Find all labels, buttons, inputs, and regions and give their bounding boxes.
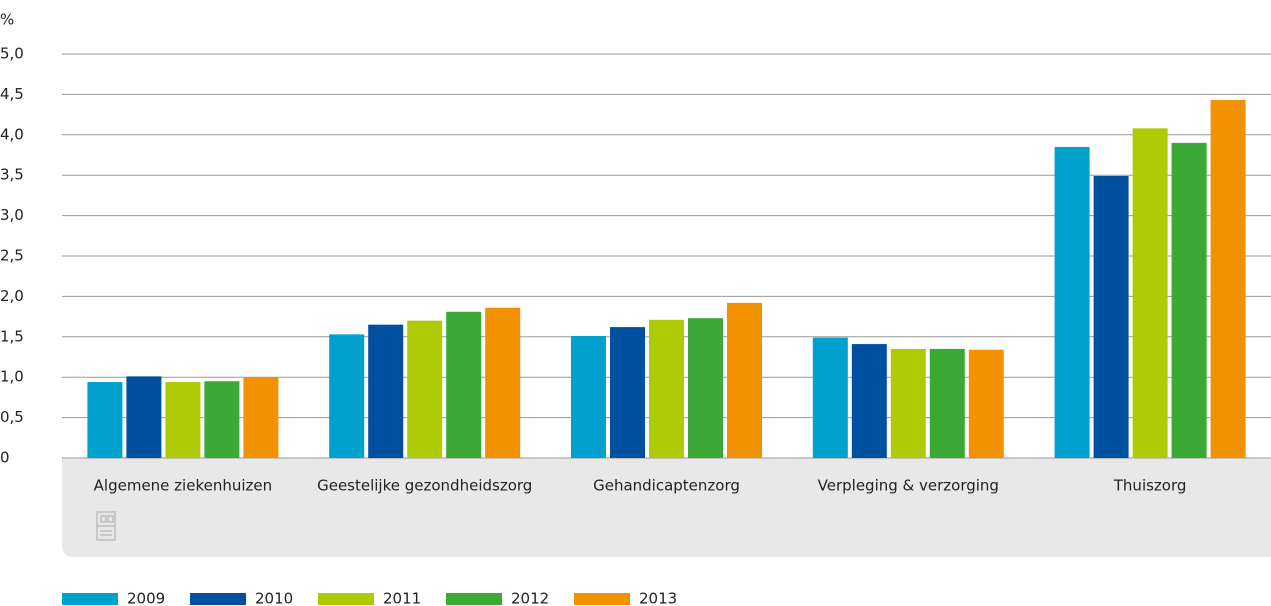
legend-swatch xyxy=(190,593,246,605)
bar xyxy=(126,376,162,458)
bar xyxy=(243,377,279,458)
bar xyxy=(204,381,240,458)
y-axis-label: % xyxy=(0,11,14,29)
bar xyxy=(1171,142,1207,458)
bar xyxy=(329,334,365,458)
x-tick-label: Algemene ziekenhuizen xyxy=(94,477,272,495)
legend-swatch xyxy=(446,593,502,605)
y-tick-label: 3,5 xyxy=(0,166,24,184)
bar xyxy=(610,327,645,458)
y-tick-label: 5,0 xyxy=(0,45,24,63)
bar xyxy=(407,320,443,458)
bar xyxy=(368,324,404,458)
legend-swatch xyxy=(574,593,630,605)
y-tick-label: 4,0 xyxy=(0,125,24,143)
y-tick-label: 4,5 xyxy=(0,85,24,103)
legend-label: 2010 xyxy=(255,590,293,606)
logo xyxy=(96,511,116,541)
legend-label: 2009 xyxy=(127,590,165,606)
y-tick-label: 0 xyxy=(0,449,10,467)
category-band xyxy=(62,458,1271,557)
legend-swatch xyxy=(318,593,374,605)
bar xyxy=(1093,176,1129,458)
bar xyxy=(1210,100,1246,458)
y-tick-label: 1,0 xyxy=(0,368,24,386)
bar xyxy=(649,319,684,458)
legend-swatch xyxy=(62,593,118,605)
legend-label: 2013 xyxy=(639,590,677,606)
bar xyxy=(727,302,762,458)
x-tick-label: Thuiszorg xyxy=(1113,477,1187,495)
bar xyxy=(1054,146,1090,459)
bar xyxy=(485,307,521,458)
bar xyxy=(571,335,606,458)
bar xyxy=(165,382,201,458)
legend-label: 2012 xyxy=(511,590,549,606)
bar xyxy=(812,337,848,458)
bar xyxy=(1132,128,1168,458)
bar xyxy=(87,382,123,458)
x-tick-label: Geestelijke gezondheidszorg xyxy=(317,477,532,495)
y-tick-label: 1,5 xyxy=(0,327,24,345)
y-tick-label: 2,0 xyxy=(0,287,24,305)
bar xyxy=(851,344,887,458)
y-tick-label: 3,0 xyxy=(0,206,24,224)
x-tick-label: Gehandicaptenzorg xyxy=(593,477,740,495)
legend-label: 2011 xyxy=(383,590,421,606)
bar xyxy=(688,318,723,458)
bar xyxy=(446,311,482,458)
y-tick-label: 0,5 xyxy=(0,408,24,426)
y-tick-label: 2,5 xyxy=(0,247,24,265)
x-tick-label: Verpleging & verzorging xyxy=(818,477,999,495)
bar xyxy=(929,348,965,458)
bar xyxy=(890,348,926,458)
bar xyxy=(968,349,1004,458)
